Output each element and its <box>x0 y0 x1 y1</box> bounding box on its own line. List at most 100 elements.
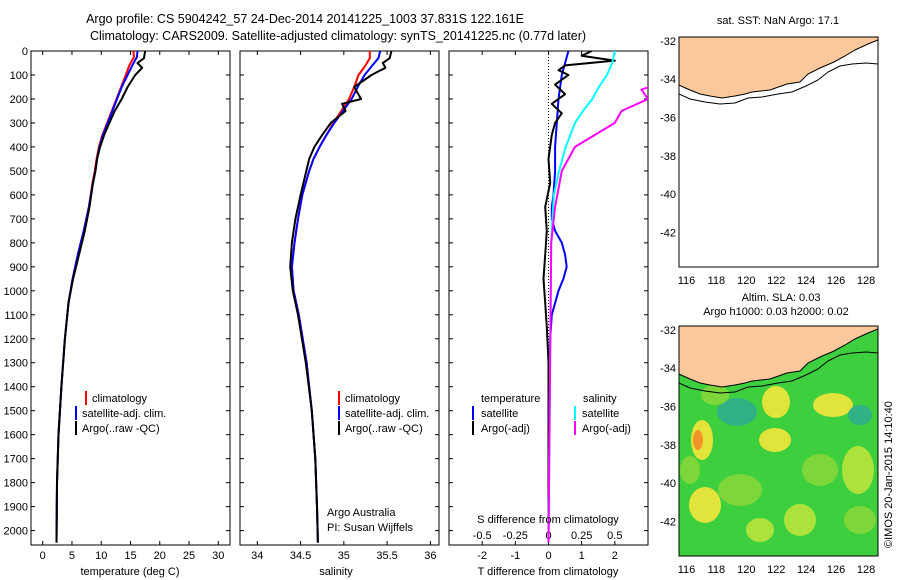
sla-anomaly-patch <box>784 504 816 536</box>
difference-xlabel: T difference from climatology <box>478 566 619 578</box>
legend-label-satellite: satellite-adj. clim. <box>345 408 429 420</box>
x-tick-label: 0 <box>545 550 551 562</box>
sla-map-frame <box>678 325 879 557</box>
sla-field <box>680 385 876 542</box>
map-x-tick-label: 116 <box>678 564 696 576</box>
sla-anomaly-patch <box>802 454 838 486</box>
x-tick-label: 10 <box>95 550 107 562</box>
sla-anomaly-patch <box>813 393 853 417</box>
sst-map-contour <box>679 62 878 105</box>
legend-label-t-argo: Argo(-adj) <box>481 423 530 435</box>
x-tick-label: 30 <box>212 550 224 562</box>
x-tick-label: 0 <box>40 550 46 562</box>
x-tick-label: 35 <box>338 550 350 562</box>
x2-tick-label: -0.5 <box>473 530 492 542</box>
x2-tick-label: 0.25 <box>571 530 592 542</box>
sla-anomaly-patch <box>746 518 774 542</box>
x-tick-label: 20 <box>154 550 166 562</box>
depth-tick-label: 1800 <box>4 478 28 490</box>
legend-label-argo: Argo(..raw -QC) <box>82 423 160 435</box>
legend-label-s-argo: Argo(-adj) <box>582 423 631 435</box>
legend-label-s-satellite: satellite <box>582 408 619 420</box>
annotation-line2: PI: Susan Wijffels <box>327 522 413 534</box>
x-tick-label: 34.5 <box>290 550 311 562</box>
annotation-line1: Argo Australia <box>327 507 396 519</box>
salinity-legend: climatology satellite-adj. clim. Argo(..… <box>338 391 429 435</box>
series-line <box>289 51 393 543</box>
credit-text: ©IMOS 20-Jan-2015 14:10:40 <box>883 401 895 548</box>
map-y-tick-label: -34 <box>660 363 676 375</box>
sla-anomaly-patch <box>701 385 729 405</box>
legend-label-climatology: climatology <box>92 393 148 405</box>
difference-x2label: S difference from climatology <box>477 514 619 526</box>
sla-map-contour <box>679 351 878 394</box>
depth-tick-label: 1600 <box>4 430 28 442</box>
depth-tick-label: 1500 <box>4 406 28 418</box>
sla-map-title: Altim. SLA: 0.03 <box>742 292 821 304</box>
x-tick-label: 36 <box>424 550 436 562</box>
x-tick-label: -1 <box>510 550 520 562</box>
depth-tick-label: 1000 <box>4 286 28 298</box>
map-y-tick-label: -36 <box>660 113 676 125</box>
depth-tick-label: 800 <box>10 238 28 250</box>
legend-label-argo: Argo(..raw -QC) <box>345 423 423 435</box>
legend-label-satellite: satellite-adj. clim. <box>82 408 166 420</box>
depth-tick-label: 200 <box>10 94 28 106</box>
map-y-tick-label: -38 <box>660 151 676 163</box>
map-x-tick-label: 120 <box>737 275 755 287</box>
map-x-tick-label: 128 <box>857 564 875 576</box>
depth-tick-label: 700 <box>10 214 28 226</box>
legend-label-t-satellite: satellite <box>481 408 518 420</box>
x-tick-label: 34 <box>251 550 263 562</box>
series-line <box>542 51 616 543</box>
sla-anomaly-patch <box>759 428 791 452</box>
x-tick-label: 1 <box>579 550 585 562</box>
header-line2: Climatology: CARS2009. Satellite-adjuste… <box>90 29 586 43</box>
sla-anomaly-patch <box>680 456 700 484</box>
series-group <box>289 51 393 543</box>
x2-tick-label: 0.5 <box>607 530 622 542</box>
x2-tick-label: -0.25 <box>503 530 528 542</box>
x-tick-label: 35.5 <box>376 550 397 562</box>
map-x-tick-label: 124 <box>797 275 815 287</box>
series-line <box>55 51 147 543</box>
temperature-xlabel: temperature (deg C) <box>80 566 179 578</box>
map-x-tick-label: 120 <box>737 564 755 576</box>
sla-anomaly-patch <box>848 405 872 425</box>
map-y-tick-label: -34 <box>660 74 676 86</box>
depth-tick-label: 400 <box>10 142 28 154</box>
legend-header-temperature: temperature <box>481 393 540 405</box>
map-x-tick-label: 128 <box>857 275 875 287</box>
map-x-tick-label: 124 <box>797 564 815 576</box>
legend-header-salinity: salinity <box>583 393 617 405</box>
x-tick-label: 5 <box>69 550 75 562</box>
depth-tick-label: 2000 <box>4 526 28 538</box>
sla-anomaly-patch <box>693 430 703 450</box>
sla-map <box>679 326 878 556</box>
map-y-tick-label: -32 <box>660 36 676 48</box>
x-tick-label: 2 <box>612 550 618 562</box>
header-line1: Argo profile: CS 5904242_57 24-Dec-2014 … <box>86 12 524 26</box>
depth-tick-label: 1300 <box>4 358 28 370</box>
difference-legend: temperature salinity satellite Argo(-adj… <box>472 393 631 435</box>
temperature-legend: climatology satellite-adj. clim. Argo(..… <box>75 391 166 435</box>
series-line <box>547 51 616 543</box>
map-x-tick-label: 118 <box>708 564 726 576</box>
depth-tick-label: 1400 <box>4 382 28 394</box>
series-group <box>542 51 648 543</box>
sla-anomaly-patch <box>842 446 874 494</box>
map-x-tick-label: 122 <box>767 275 785 287</box>
map-y-tick-label: -38 <box>660 440 676 452</box>
sst-map <box>679 37 878 267</box>
series-line <box>290 51 382 543</box>
depth-tick-label: 1900 <box>4 502 28 514</box>
depth-tick-label: 0 <box>22 46 28 58</box>
depth-tick-label: 300 <box>10 118 28 130</box>
sla-map-subtitle: Argo h1000: 0.03 h2000: 0.02 <box>703 306 849 318</box>
depth-tick-label: 600 <box>10 190 28 202</box>
sla-anomaly-patch <box>689 487 721 523</box>
map-y-tick-label: -42 <box>660 517 676 529</box>
sst-map-land <box>679 37 878 99</box>
map-y-tick-label: -42 <box>660 228 676 240</box>
